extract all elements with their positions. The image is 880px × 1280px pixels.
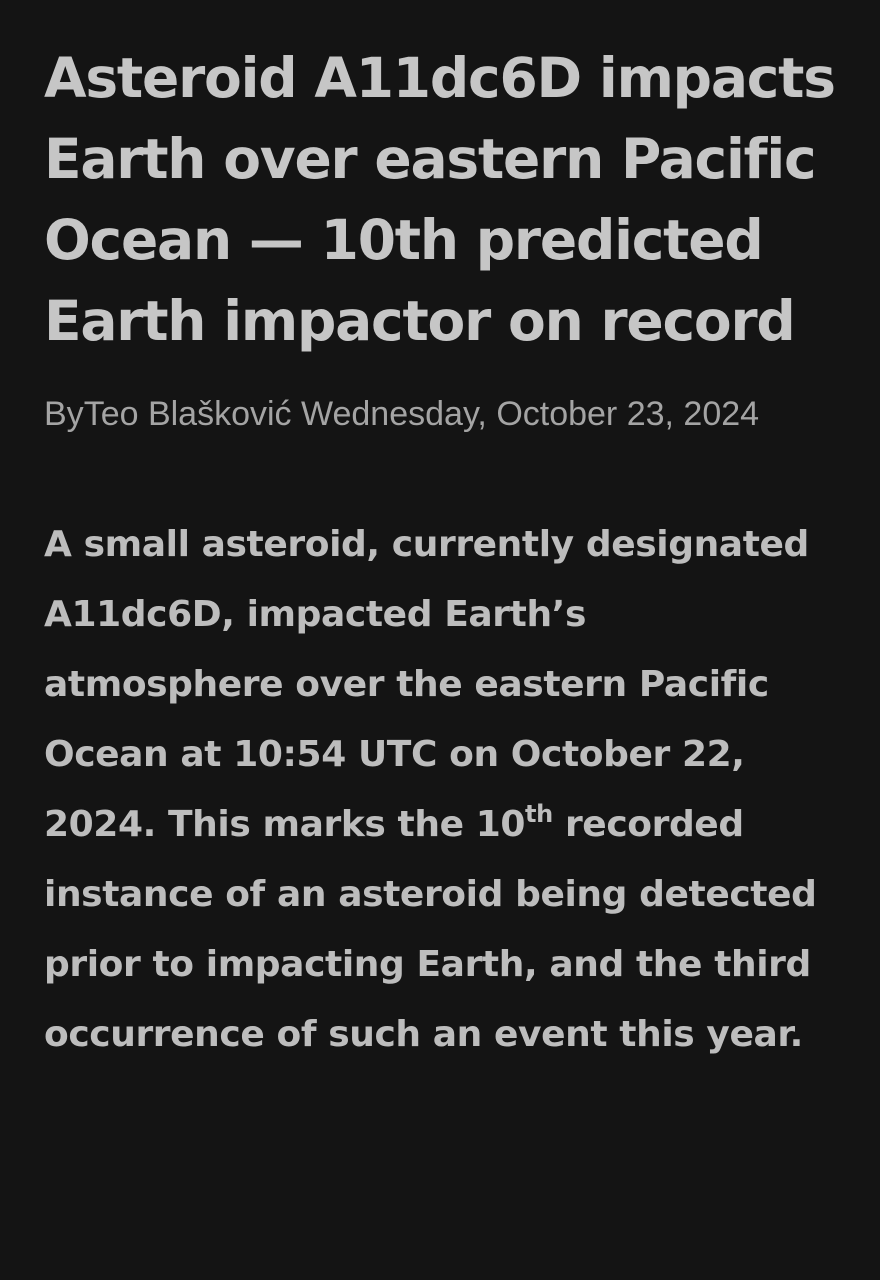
byline-prefix: By: [44, 395, 84, 433]
body-text-part-1: A small asteroid, currently designated A…: [44, 524, 809, 845]
article: Asteroid A11dc6D impacts Earth over east…: [44, 38, 844, 1106]
article-body-paragraph: A small asteroid, currently designated A…: [44, 510, 834, 1070]
body-text-part-2: recorded instance of an asteroid being d…: [44, 804, 817, 1055]
byline-author[interactable]: Teo Blašković: [83, 395, 292, 433]
byline-date: Wednesday, October 23, 2024: [301, 395, 760, 433]
article-headline: Asteroid A11dc6D impacts Earth over east…: [44, 46, 836, 353]
ordinal-suffix: th: [525, 800, 553, 828]
article-byline: ByTeo Blašković Wednesday, October 23, 2…: [44, 383, 834, 446]
